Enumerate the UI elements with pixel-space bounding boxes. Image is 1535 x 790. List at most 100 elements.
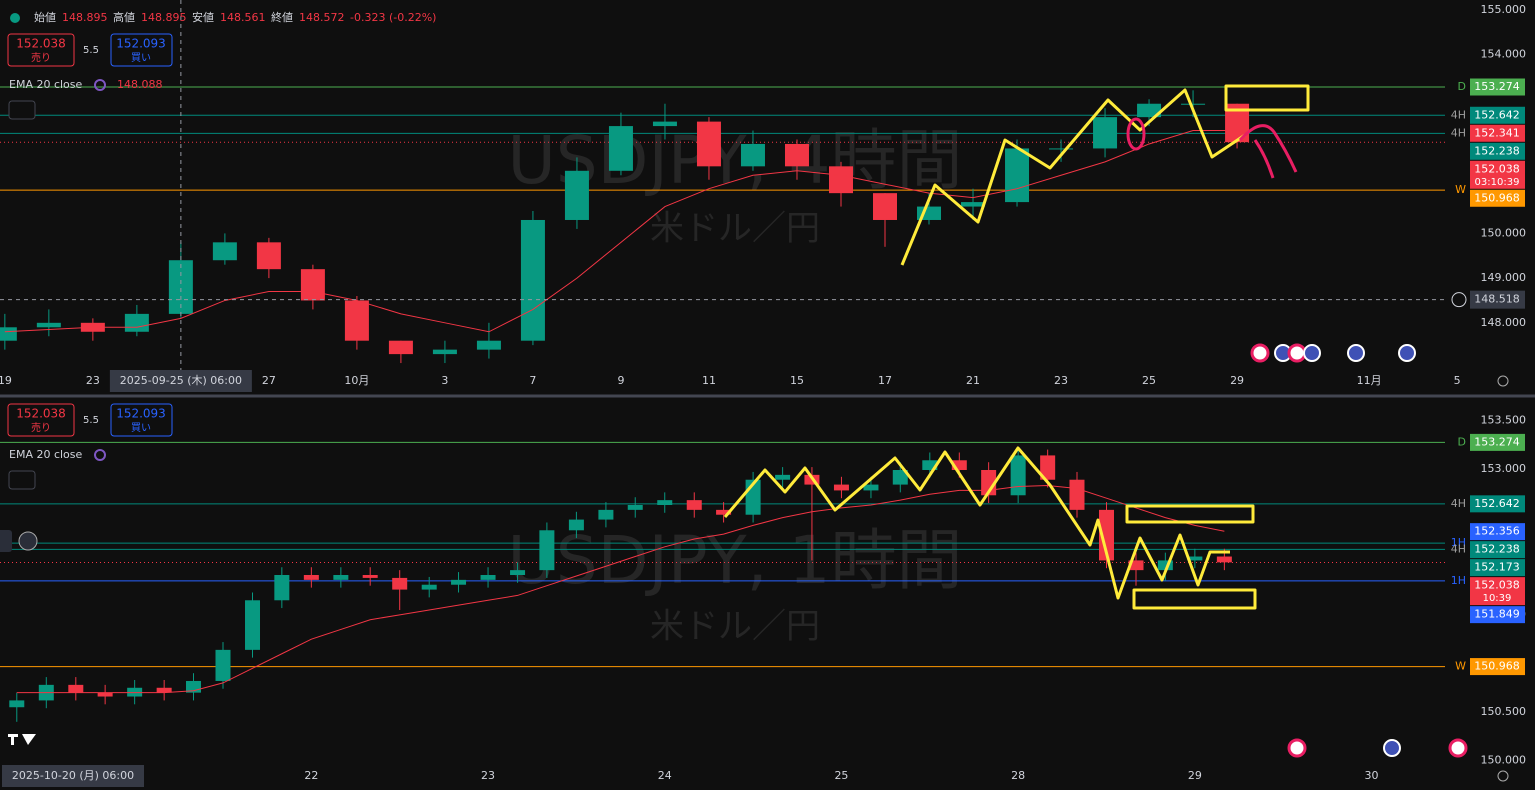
sell-button[interactable] (7, 33, 75, 67)
event-icon[interactable] (1287, 738, 1307, 758)
price-tag-value: 152.238 (1474, 144, 1520, 157)
x-tick-label: 11月 (1357, 374, 1382, 387)
sell-label: 売り (31, 421, 51, 434)
price-tag-value: 152.642 (1474, 497, 1520, 510)
collapse-button[interactable] (8, 100, 36, 120)
x-tick-label: 21 (966, 374, 980, 387)
candle-body (784, 143, 809, 167)
price-tag (1470, 606, 1525, 624)
low-label: 安値 (192, 10, 214, 24)
candle-body (451, 579, 467, 585)
price-tag-value: 150.968 (1474, 660, 1520, 673)
yellow-zigzag (723, 446, 1230, 600)
candle-body (510, 570, 526, 575)
open-value: 148.895 (62, 11, 108, 24)
crosshair-price: 148.518 (1474, 293, 1520, 306)
event-icon[interactable] (1383, 739, 1401, 757)
event-icon[interactable] (1347, 344, 1365, 362)
price-tag (1470, 433, 1525, 451)
event-icon[interactable] (1287, 343, 1307, 363)
event-icon[interactable] (1448, 738, 1468, 758)
y-tick-label: 149.000 (1481, 271, 1527, 284)
candle-body (274, 575, 290, 601)
sell-price: 152.038 (16, 407, 66, 421)
y-tick-label: 155.000 (1481, 3, 1527, 16)
price-tag-value: 152.038 (1474, 162, 1520, 175)
candle-body (362, 575, 378, 578)
candle-body (598, 509, 614, 520)
x-tick-label: 11 (702, 374, 716, 387)
indicator-name: EMA 20 close (9, 78, 83, 91)
crosshair-plus[interactable] (1451, 292, 1467, 308)
x-tick-label: 17 (878, 374, 892, 387)
price-tag (1470, 124, 1525, 142)
tool-button[interactable] (0, 530, 12, 552)
pink-drawings (1126, 117, 1298, 179)
level-label: W (1455, 183, 1466, 196)
sell-button[interactable] (7, 403, 75, 437)
candle-body (922, 460, 938, 470)
x-tick-label: 15 (790, 374, 804, 387)
candle-body (215, 649, 231, 681)
level-label: 4H (1451, 542, 1466, 555)
buy-button[interactable] (110, 403, 173, 437)
candle-body (124, 313, 149, 332)
candle-body (245, 600, 261, 650)
candle-body (833, 484, 849, 491)
crosshair-date-tag (2, 765, 144, 787)
tool-button[interactable] (18, 531, 38, 551)
level-label: W (1455, 660, 1466, 673)
level-label: 4H (1451, 497, 1466, 510)
x-tick-label: 23 (86, 374, 100, 387)
price-tag-value: 151.849 (1474, 608, 1520, 621)
candle-body (68, 684, 84, 693)
price-tag-value: 152.038 (1474, 579, 1520, 592)
countdown: 10:39 (1483, 593, 1512, 604)
settings-icon[interactable] (1497, 375, 1509, 387)
x-tick-label: 7 (529, 374, 536, 387)
sell-label: 売り (31, 51, 51, 64)
high-label: 高値 (113, 10, 135, 24)
settings-icon[interactable] (1497, 770, 1509, 782)
indicator-icon (94, 449, 106, 461)
level-label: 4H (1451, 126, 1466, 139)
candle-body (392, 577, 408, 590)
candle-body (256, 242, 281, 270)
open-label: 始値 (34, 10, 56, 24)
candle-body (36, 322, 61, 328)
event-icons (0, 343, 1509, 782)
collapse-button[interactable] (8, 470, 36, 490)
candle-body (1005, 148, 1030, 203)
price-tag (1470, 523, 1525, 541)
crosshair-date: 2025-10-20 (月) 06:00 (12, 769, 134, 782)
candle-body (1181, 103, 1206, 105)
indicator-icon (94, 79, 106, 91)
candle-body (9, 700, 25, 708)
candle-body (388, 340, 413, 355)
event-icon[interactable] (1303, 344, 1321, 362)
candle-body (432, 349, 457, 355)
candle-body (476, 340, 501, 350)
buy-button[interactable] (110, 33, 173, 67)
candle-body (627, 505, 643, 510)
candle-body (1069, 479, 1085, 510)
indicator-name: EMA 20 close (9, 448, 83, 461)
event-icon[interactable] (1250, 343, 1270, 363)
price-tag (1470, 78, 1525, 96)
ema-line (16, 485, 1225, 694)
candle-body (863, 484, 879, 491)
y-tick-label: 153.500 (1481, 413, 1527, 426)
price-tag-value: 153.274 (1474, 435, 1520, 448)
x-tick-label: 29 (1188, 769, 1202, 782)
candle-body (657, 500, 673, 505)
candle-body (303, 575, 319, 580)
candle-body (344, 300, 369, 341)
candle-body (686, 500, 702, 510)
candle-body (951, 460, 967, 470)
x-tick-label: 24 (658, 769, 672, 782)
event-icon[interactable] (1398, 344, 1416, 362)
yellow-box (1132, 588, 1257, 610)
sell-price: 152.038 (16, 37, 66, 51)
